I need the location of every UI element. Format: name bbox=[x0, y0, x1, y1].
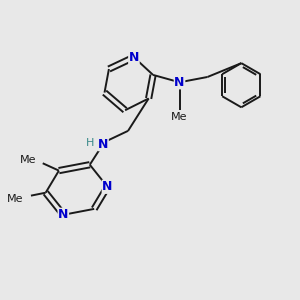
Text: N: N bbox=[98, 138, 108, 151]
Text: Me: Me bbox=[171, 112, 188, 122]
Text: N: N bbox=[174, 76, 185, 89]
Text: N: N bbox=[129, 51, 139, 64]
Text: N: N bbox=[58, 208, 68, 221]
Text: Me: Me bbox=[20, 155, 37, 165]
Text: H: H bbox=[85, 138, 94, 148]
Text: Me: Me bbox=[7, 194, 24, 204]
Text: N: N bbox=[102, 180, 112, 193]
